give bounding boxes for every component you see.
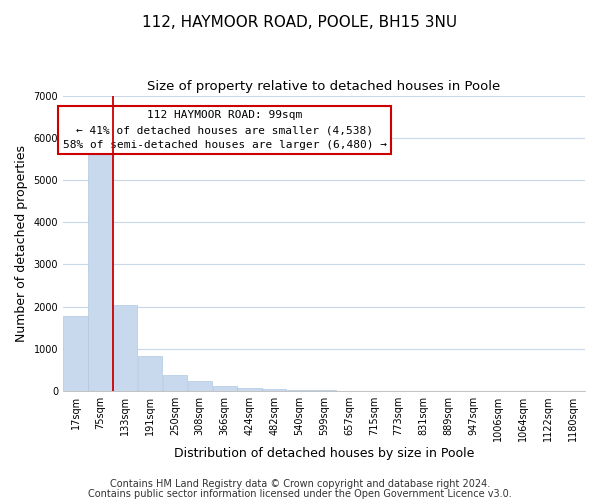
Bar	[88, 148, 112, 391]
Title: Size of property relative to detached houses in Poole: Size of property relative to detached ho…	[148, 80, 500, 93]
Bar	[312, 390, 336, 391]
Text: Contains public sector information licensed under the Open Government Licence v3: Contains public sector information licen…	[88, 489, 512, 499]
Text: 112 HAYMOOR ROAD: 99sqm
← 41% of detached houses are smaller (4,538)
58% of semi: 112 HAYMOOR ROAD: 99sqm ← 41% of detache…	[63, 110, 387, 150]
X-axis label: Distribution of detached houses by size in Poole: Distribution of detached houses by size …	[174, 447, 474, 460]
Bar	[64, 316, 88, 391]
Bar	[113, 305, 137, 391]
Y-axis label: Number of detached properties: Number of detached properties	[15, 145, 28, 342]
Bar	[163, 376, 187, 391]
Bar	[238, 388, 262, 391]
Bar	[287, 390, 311, 391]
Bar	[138, 356, 162, 391]
Bar	[188, 382, 212, 391]
Text: 112, HAYMOOR ROAD, POOLE, BH15 3NU: 112, HAYMOOR ROAD, POOLE, BH15 3NU	[142, 15, 458, 30]
Bar	[262, 389, 286, 391]
Bar	[212, 386, 236, 391]
Text: Contains HM Land Registry data © Crown copyright and database right 2024.: Contains HM Land Registry data © Crown c…	[110, 479, 490, 489]
